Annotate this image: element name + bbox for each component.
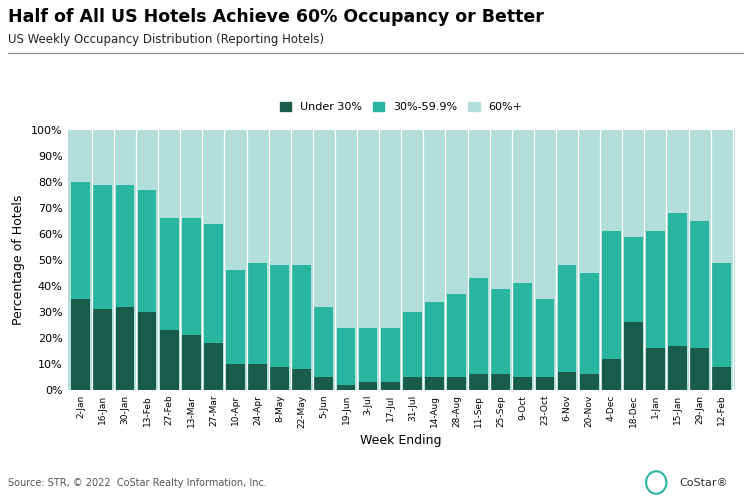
Bar bbox=[226, 364, 245, 390]
Bar bbox=[160, 330, 178, 390]
Bar bbox=[425, 130, 444, 302]
Bar bbox=[470, 374, 488, 390]
Bar bbox=[314, 307, 333, 377]
Bar bbox=[381, 328, 400, 382]
Bar bbox=[292, 369, 311, 390]
Bar bbox=[248, 130, 267, 262]
Bar bbox=[204, 224, 223, 343]
Bar bbox=[558, 372, 577, 390]
Bar bbox=[358, 130, 377, 328]
Bar bbox=[668, 346, 687, 390]
Bar bbox=[447, 377, 466, 390]
Bar bbox=[514, 130, 532, 284]
Bar bbox=[646, 232, 664, 348]
Bar bbox=[624, 322, 643, 390]
Bar bbox=[182, 130, 201, 218]
Bar bbox=[580, 130, 598, 273]
Bar bbox=[447, 294, 466, 377]
Bar bbox=[690, 221, 709, 348]
Text: US Weekly Occupancy Distribution (Reporting Hotels): US Weekly Occupancy Distribution (Report… bbox=[8, 32, 324, 46]
Bar bbox=[116, 130, 134, 184]
Bar bbox=[270, 265, 289, 366]
Bar bbox=[602, 232, 620, 359]
Bar bbox=[314, 130, 333, 307]
Bar bbox=[491, 374, 510, 390]
Bar bbox=[403, 130, 422, 312]
Bar bbox=[138, 312, 157, 390]
Bar bbox=[491, 130, 510, 288]
Bar bbox=[292, 265, 311, 369]
Bar bbox=[514, 284, 532, 377]
Bar bbox=[248, 262, 267, 364]
Bar bbox=[94, 184, 112, 310]
Bar bbox=[138, 130, 157, 190]
Bar bbox=[580, 374, 598, 390]
Bar bbox=[358, 328, 377, 382]
Bar bbox=[337, 130, 356, 328]
Bar bbox=[668, 130, 687, 213]
Text: Source: STR, © 2022  CoStar Realty Information, Inc.: Source: STR, © 2022 CoStar Realty Inform… bbox=[8, 478, 266, 488]
Bar bbox=[248, 364, 267, 390]
Bar bbox=[690, 130, 709, 221]
X-axis label: Week Ending: Week Ending bbox=[361, 434, 442, 446]
Bar bbox=[712, 130, 731, 262]
Bar bbox=[270, 130, 289, 265]
Bar bbox=[71, 130, 90, 182]
Bar bbox=[602, 359, 620, 390]
Y-axis label: Percentage of Hotels: Percentage of Hotels bbox=[13, 195, 26, 325]
Bar bbox=[204, 343, 223, 390]
Bar bbox=[536, 377, 554, 390]
Bar bbox=[624, 130, 643, 236]
Bar bbox=[668, 213, 687, 346]
Bar bbox=[491, 288, 510, 374]
Bar bbox=[292, 130, 311, 265]
Bar bbox=[226, 130, 245, 270]
Text: CoStar®: CoStar® bbox=[679, 478, 728, 488]
Bar bbox=[71, 182, 90, 299]
Bar bbox=[470, 278, 488, 374]
Bar bbox=[116, 184, 134, 307]
Bar bbox=[160, 218, 178, 330]
Bar bbox=[425, 377, 444, 390]
Bar bbox=[425, 302, 444, 377]
Bar bbox=[270, 366, 289, 390]
Bar bbox=[536, 130, 554, 299]
Legend: Under 30%, 30%-59.9%, 60%+: Under 30%, 30%-59.9%, 60%+ bbox=[280, 102, 523, 112]
Bar bbox=[182, 336, 201, 390]
Bar bbox=[226, 270, 245, 364]
Bar bbox=[138, 190, 157, 312]
Bar bbox=[381, 130, 400, 328]
Bar bbox=[314, 377, 333, 390]
Bar bbox=[712, 262, 731, 366]
Bar bbox=[514, 377, 532, 390]
Bar bbox=[712, 366, 731, 390]
Bar bbox=[94, 130, 112, 184]
Bar bbox=[116, 307, 134, 390]
Bar bbox=[646, 348, 664, 390]
Bar bbox=[624, 236, 643, 322]
Bar bbox=[204, 130, 223, 224]
Bar bbox=[646, 130, 664, 232]
Bar bbox=[558, 265, 577, 372]
Bar bbox=[470, 130, 488, 278]
Bar bbox=[602, 130, 620, 232]
Bar bbox=[94, 310, 112, 390]
Bar bbox=[358, 382, 377, 390]
Text: Half of All US Hotels Achieve 60% Occupancy or Better: Half of All US Hotels Achieve 60% Occupa… bbox=[8, 8, 543, 26]
Bar bbox=[337, 385, 356, 390]
Bar bbox=[403, 312, 422, 377]
Bar bbox=[403, 377, 422, 390]
Bar bbox=[160, 130, 178, 218]
Bar bbox=[71, 299, 90, 390]
Bar bbox=[536, 299, 554, 377]
Bar bbox=[558, 130, 577, 265]
Bar bbox=[447, 130, 466, 294]
Bar bbox=[337, 328, 356, 385]
Bar bbox=[381, 382, 400, 390]
Bar bbox=[690, 348, 709, 390]
Bar bbox=[580, 273, 598, 374]
Bar bbox=[182, 218, 201, 336]
